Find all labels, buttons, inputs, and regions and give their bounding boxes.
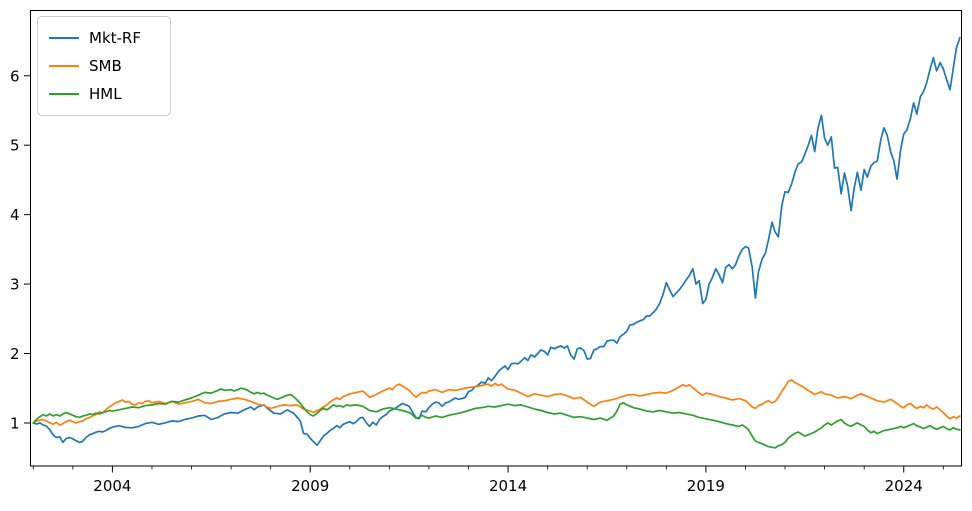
y-tick-label: 5 bbox=[10, 137, 20, 155]
legend-line-swatch bbox=[49, 65, 79, 67]
x-tick-label: 2014 bbox=[489, 477, 527, 495]
y-tick-label: 4 bbox=[10, 206, 20, 224]
axis-tick-labels: 2004 2009 2014 2019 2024 1 2 3 4 5 6 bbox=[10, 67, 923, 495]
series-line-mkt-rf bbox=[32, 36, 961, 447]
x-tick-label: 2009 bbox=[291, 477, 329, 495]
legend-label: Mkt-RF bbox=[89, 29, 141, 47]
x-tick-label: 2024 bbox=[885, 477, 923, 495]
legend-line-swatch bbox=[49, 37, 79, 39]
y-tick-label: 3 bbox=[10, 276, 20, 294]
legend-line-swatch bbox=[49, 93, 79, 95]
series-lines bbox=[32, 36, 961, 449]
series-line-hml bbox=[32, 387, 961, 449]
legend-item-smb: SMB bbox=[49, 52, 160, 80]
legend-label: SMB bbox=[89, 57, 122, 75]
y-tick-label: 2 bbox=[10, 345, 20, 363]
x-tick-label: 2004 bbox=[93, 477, 131, 495]
y-tick-label: 1 bbox=[10, 414, 20, 432]
x-tick-label: 2019 bbox=[687, 477, 725, 495]
legend-item-mkt-rf: Mkt-RF bbox=[49, 24, 160, 52]
legend: Mkt-RF SMB HML bbox=[37, 16, 171, 116]
axes-frame bbox=[30, 10, 962, 467]
y-tick-label: 6 bbox=[10, 67, 20, 85]
axis-ticks bbox=[24, 75, 944, 473]
series-line-smb bbox=[32, 379, 961, 426]
legend-item-hml: HML bbox=[49, 80, 160, 108]
legend-label: HML bbox=[89, 85, 122, 103]
